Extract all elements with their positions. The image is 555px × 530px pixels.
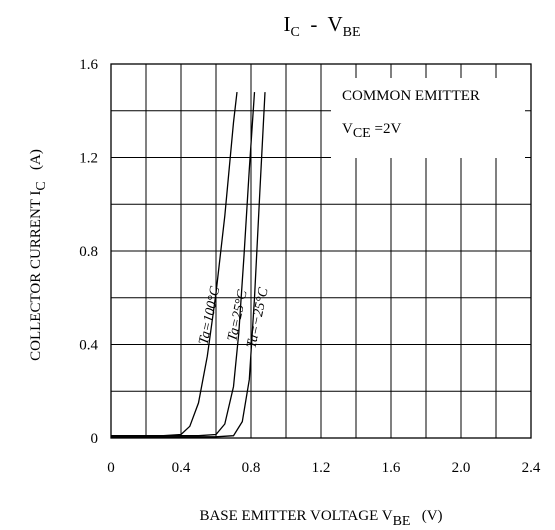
x-tick-labels: 0 0.4 0.8 1.2 1.6 2.0 2.4 [107,460,541,476]
x-tick-label: 2.4 [522,460,541,476]
series-line-2 [111,92,256,437]
y-tick-labels: 0 0.4 0.8 1.2 1.6 [79,57,98,447]
x-tick-label: 0 [107,460,115,476]
x-tick-label: 0.8 [242,460,261,476]
y-tick-label: 0.4 [79,338,98,354]
annotation-line1: COMMON EMITTER [342,88,480,104]
x-axis-label: BASE EMITTER VOLTAGE VBE (V) [199,508,442,529]
annotation-backdrop [331,78,525,158]
y-tick-label: 0.8 [79,244,98,260]
series-label-1: Ta=100°C [196,285,223,346]
x-tick-label: 1.6 [382,460,401,476]
series-curves: Ta=100°C Ta=25°CTa=−25°C [111,92,272,438]
y-axis-label: COLLECTOR CURRENT IC (A) [28,149,49,361]
y-tick-label: 0 [91,431,99,447]
series-line-3 [111,92,266,438]
plot-area-border [110,63,532,439]
x-tick-label: 1.2 [312,460,331,476]
annotation-line2: VCE =2V [342,121,401,141]
chart-title: IC - VBE [283,12,360,40]
series-line-1 [111,92,238,437]
x-tick-label: 2.0 [452,460,471,476]
x-tick-label: 0.4 [172,460,191,476]
y-tick-label: 1.6 [79,57,98,73]
y-tick-label: 1.2 [79,151,98,167]
